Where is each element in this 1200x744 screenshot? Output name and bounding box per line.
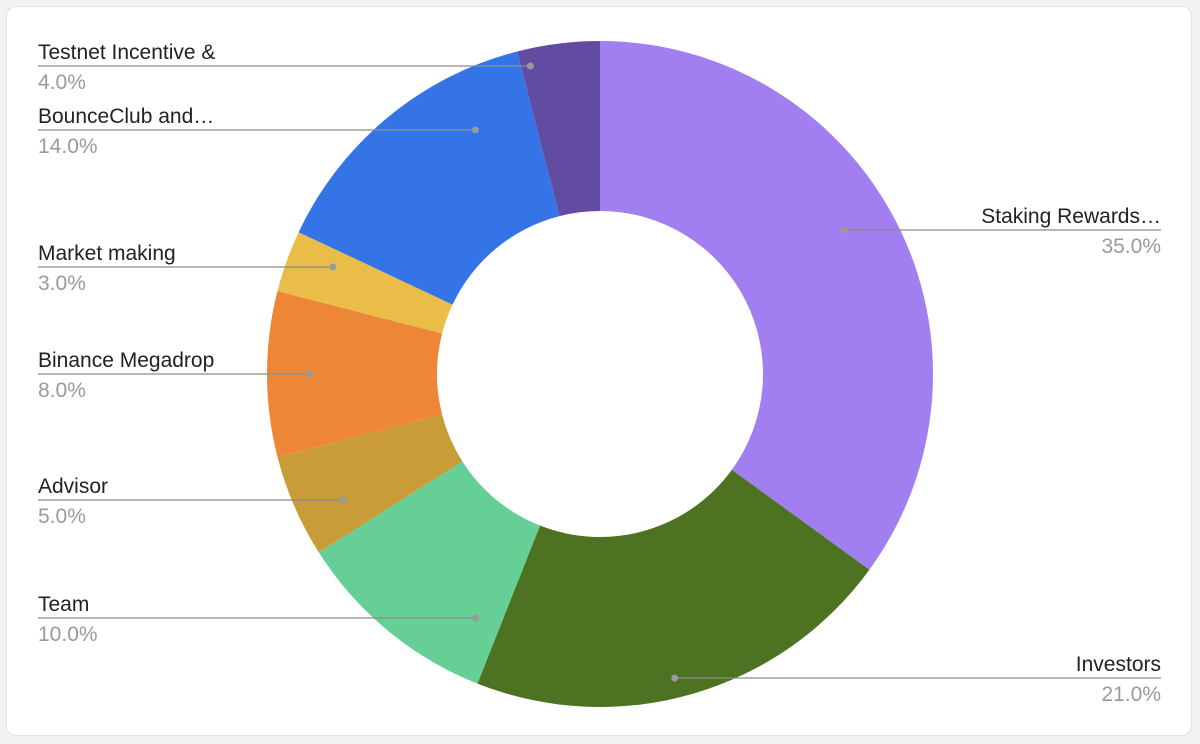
slice-labels: Staking Rewards… 35.0% Investors 21.0% Team 1… <box>38 41 1161 706</box>
slice-bounceclub-and <box>298 51 560 305</box>
slice-binance-megadrop <box>267 291 443 457</box>
leader-dot-staking-rewards <box>840 226 848 234</box>
slice-percent-bounceclub-and: 14.0% <box>38 135 98 158</box>
slice-percent-testnet-incentive: 4.0% <box>38 71 86 94</box>
slice-percent-advisor: 5.0% <box>38 505 86 528</box>
slice-label-team: Team <box>38 593 89 616</box>
slice-percent-binance-megadrop: 8.0% <box>38 379 86 402</box>
slice-market-making <box>277 232 453 334</box>
leader-dot-market-making <box>329 263 337 271</box>
leader-dot-binance-megadrop <box>306 370 313 378</box>
slice-percent-team: 10.0% <box>38 623 98 646</box>
slice-label-bounceclub-and: BounceClub and… <box>38 105 214 128</box>
slice-label-investors: Investors <box>1076 653 1161 676</box>
slice-investors <box>477 469 870 707</box>
leader-dot-team <box>471 614 479 622</box>
slice-percent-market-making: 3.0% <box>38 272 86 295</box>
slice-label-market-making: Market making <box>38 242 176 265</box>
slice-label-binance-megadrop: Binance Megadrop <box>38 349 214 372</box>
slice-testnet-incentive <box>517 41 600 217</box>
label-leaders <box>38 62 1161 682</box>
slice-percent-investors: 21.0% <box>1101 683 1161 706</box>
donut-slices <box>267 41 933 707</box>
slice-label-advisor: Advisor <box>38 475 108 498</box>
leader-dot-investors <box>671 674 679 682</box>
slice-label-staking-rewards: Staking Rewards… <box>981 205 1161 228</box>
slice-advisor <box>277 414 463 553</box>
slice-staking-rewards <box>600 41 933 570</box>
leader-dot-advisor <box>339 496 347 504</box>
leader-dot-bounceclub-and <box>471 126 479 134</box>
leader-dot-testnet-incentive <box>526 62 534 70</box>
slice-team <box>318 461 540 684</box>
slice-label-testnet-incentive: Testnet Incentive & <box>38 41 215 64</box>
slice-percent-staking-rewards: 35.0% <box>1101 235 1161 258</box>
